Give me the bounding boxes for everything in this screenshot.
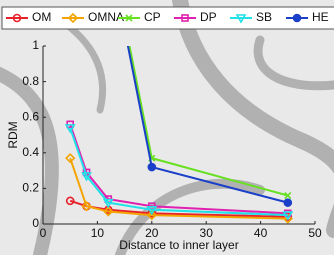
x-tick-label: 10 xyxy=(91,226,105,240)
legend-label: SB xyxy=(256,10,272,24)
y-tick-label: 0 xyxy=(32,216,39,230)
legend xyxy=(2,7,334,29)
series-line xyxy=(70,128,288,215)
y-tick-label: 0.6 xyxy=(22,109,39,123)
series-line xyxy=(70,124,288,213)
page: {"chart_data": {"type": "line", "x_label… xyxy=(0,0,334,255)
x-tick-label: 50 xyxy=(308,226,322,240)
x-tick-label: 20 xyxy=(145,226,159,240)
legend-label: OM xyxy=(32,10,51,24)
y-tick-label: 0.2 xyxy=(22,181,39,195)
x-tick-label: 0 xyxy=(40,226,47,240)
x-tick-label: 30 xyxy=(200,226,214,240)
x-axis-label: Distance to inner layer xyxy=(119,238,238,252)
y-tick-label: 1 xyxy=(32,38,39,52)
legend-label: CP xyxy=(144,10,161,24)
x-tick-label: 40 xyxy=(254,226,268,240)
marker xyxy=(284,199,291,206)
y-axis-label: RDM xyxy=(6,121,20,148)
series-line xyxy=(108,0,288,203)
legend-label: DP xyxy=(200,10,217,24)
marker xyxy=(148,164,155,171)
legend-label: HE xyxy=(312,10,329,24)
chart: RDM Distance to inner layer 010203040500… xyxy=(0,0,334,255)
y-tick-label: 0.8 xyxy=(22,74,39,88)
legend-marker xyxy=(294,15,301,22)
y-tick-label: 0.4 xyxy=(22,145,39,159)
